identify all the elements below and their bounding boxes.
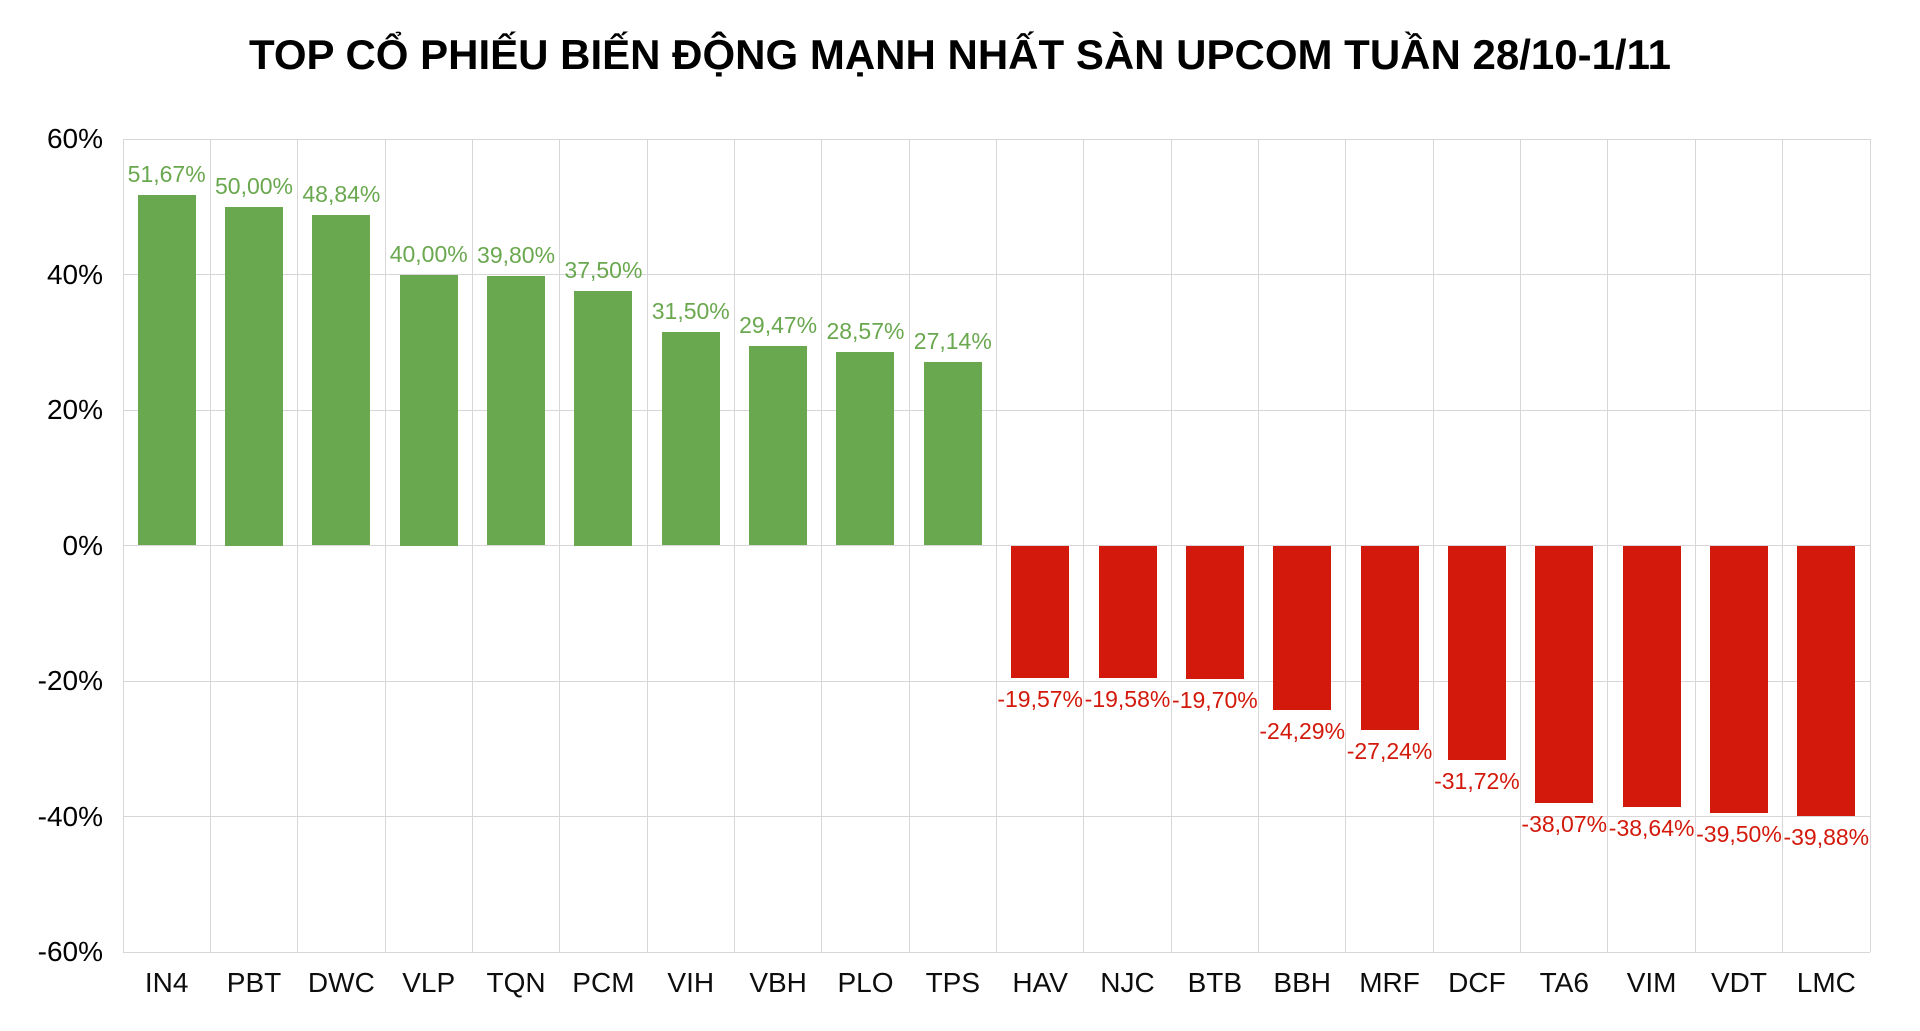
vertical-gridline	[1782, 139, 1784, 952]
negative-bar	[1709, 545, 1768, 814]
value-label: -38,64%	[1608, 815, 1695, 842]
vertical-gridline	[384, 139, 386, 952]
vertical-gridline	[297, 139, 299, 952]
value-label: -39,88%	[1783, 823, 1870, 850]
y-tick-label: -40%	[37, 800, 103, 832]
category-label: TA6	[1539, 967, 1589, 998]
value-label: -24,29%	[1259, 718, 1346, 745]
value-label: 48,84%	[302, 180, 381, 207]
category-label: DWC	[307, 967, 375, 998]
vertical-gridline	[1607, 139, 1609, 952]
negative-bar	[1622, 545, 1681, 808]
category-label: BTB	[1187, 967, 1243, 998]
category-label: VBH	[749, 967, 807, 998]
negative-bar	[1360, 545, 1419, 731]
negative-bar	[1797, 545, 1856, 816]
y-tick-label: 20%	[46, 394, 103, 425]
vertical-gridline	[908, 139, 910, 952]
category-label: VLP	[402, 967, 456, 998]
value-label: 37,50%	[564, 257, 643, 284]
vertical-gridline	[646, 139, 648, 952]
positive-bar	[836, 351, 895, 546]
vertical-gridline	[1345, 139, 1347, 952]
negative-bar	[1098, 545, 1157, 679]
vertical-gridline	[1520, 139, 1522, 952]
category-label: IN4	[144, 967, 189, 998]
vertical-gridline	[559, 139, 561, 952]
category-label: NJC	[1100, 967, 1155, 998]
value-label: 40,00%	[389, 240, 468, 267]
vertical-gridline	[996, 139, 997, 952]
value-label: -39,50%	[1696, 821, 1782, 848]
category-label: MRF	[1359, 967, 1420, 998]
category-label: PLO	[837, 967, 894, 998]
value-label: 39,80%	[477, 241, 556, 268]
value-label: -19,58%	[1084, 686, 1171, 713]
positive-bar	[661, 332, 720, 546]
chart-title: TOP CỔ PHIẾU BIẾN ĐỘNG MẠNH NHẤT SÀN UPC…	[248, 31, 1671, 78]
category-label: LMC	[1796, 967, 1856, 998]
vertical-gridline	[1170, 139, 1172, 952]
vertical-gridline	[209, 139, 211, 952]
y-tick-label: 40%	[46, 258, 103, 290]
value-label: 27,14%	[913, 327, 992, 354]
category-label: DCF	[1448, 967, 1506, 998]
vertical-gridline	[471, 139, 473, 952]
category-label: PCM	[572, 967, 635, 998]
value-label: -38,07%	[1521, 811, 1608, 838]
horizontal-gridline	[123, 951, 1870, 953]
category-label: VDT	[1710, 967, 1767, 998]
value-label: -27,24%	[1346, 738, 1433, 765]
vertical-gridline	[733, 139, 735, 952]
vertical-gridline	[122, 139, 124, 952]
vertical-gridline	[1869, 139, 1871, 952]
vertical-gridline	[1432, 139, 1434, 952]
positive-bar	[487, 275, 546, 546]
category-label: PBT	[226, 967, 282, 998]
vertical-gridline	[1083, 139, 1085, 952]
y-tick-label: 60%	[46, 123, 103, 154]
positive-bar	[923, 361, 982, 546]
negative-bar	[1011, 545, 1070, 679]
y-tick-label: -20%	[37, 665, 103, 696]
vertical-gridline	[821, 139, 823, 952]
category-label: HAV	[1012, 967, 1068, 998]
positive-bar	[312, 214, 371, 546]
y-tick-label: 0%	[62, 529, 103, 561]
value-label: -19,57%	[997, 686, 1083, 713]
positive-bar	[749, 345, 808, 546]
value-label: 50,00%	[215, 172, 294, 199]
value-label: 29,47%	[739, 311, 818, 338]
value-label: -31,72%	[1434, 768, 1520, 795]
negative-bar	[1273, 545, 1332, 711]
category-label: TQN	[486, 967, 546, 998]
positive-bar	[137, 195, 196, 546]
vertical-gridline	[1694, 139, 1696, 952]
value-label: -19,70%	[1172, 686, 1258, 713]
value-label: 31,50%	[651, 298, 730, 325]
value-label: 28,57%	[826, 317, 905, 344]
plot-area: 51,67% 50,00% 48,84% 40,00% 39,80% 37,50% 31,5…	[122, 138, 1871, 953]
category-label: TPS	[925, 967, 981, 998]
y-tick-label: -60%	[37, 936, 103, 967]
negative-bar	[1447, 545, 1506, 761]
negative-bar	[1535, 545, 1594, 804]
category-label: BBH	[1273, 967, 1331, 998]
value-label: 51,67%	[127, 161, 206, 188]
category-label: VIH	[667, 967, 715, 998]
negative-bar	[1185, 545, 1244, 679]
positive-bar	[399, 274, 458, 546]
positive-bar	[225, 206, 284, 546]
category-label: VIM	[1626, 967, 1677, 998]
vertical-gridline	[1258, 139, 1260, 952]
positive-bar	[574, 291, 633, 546]
